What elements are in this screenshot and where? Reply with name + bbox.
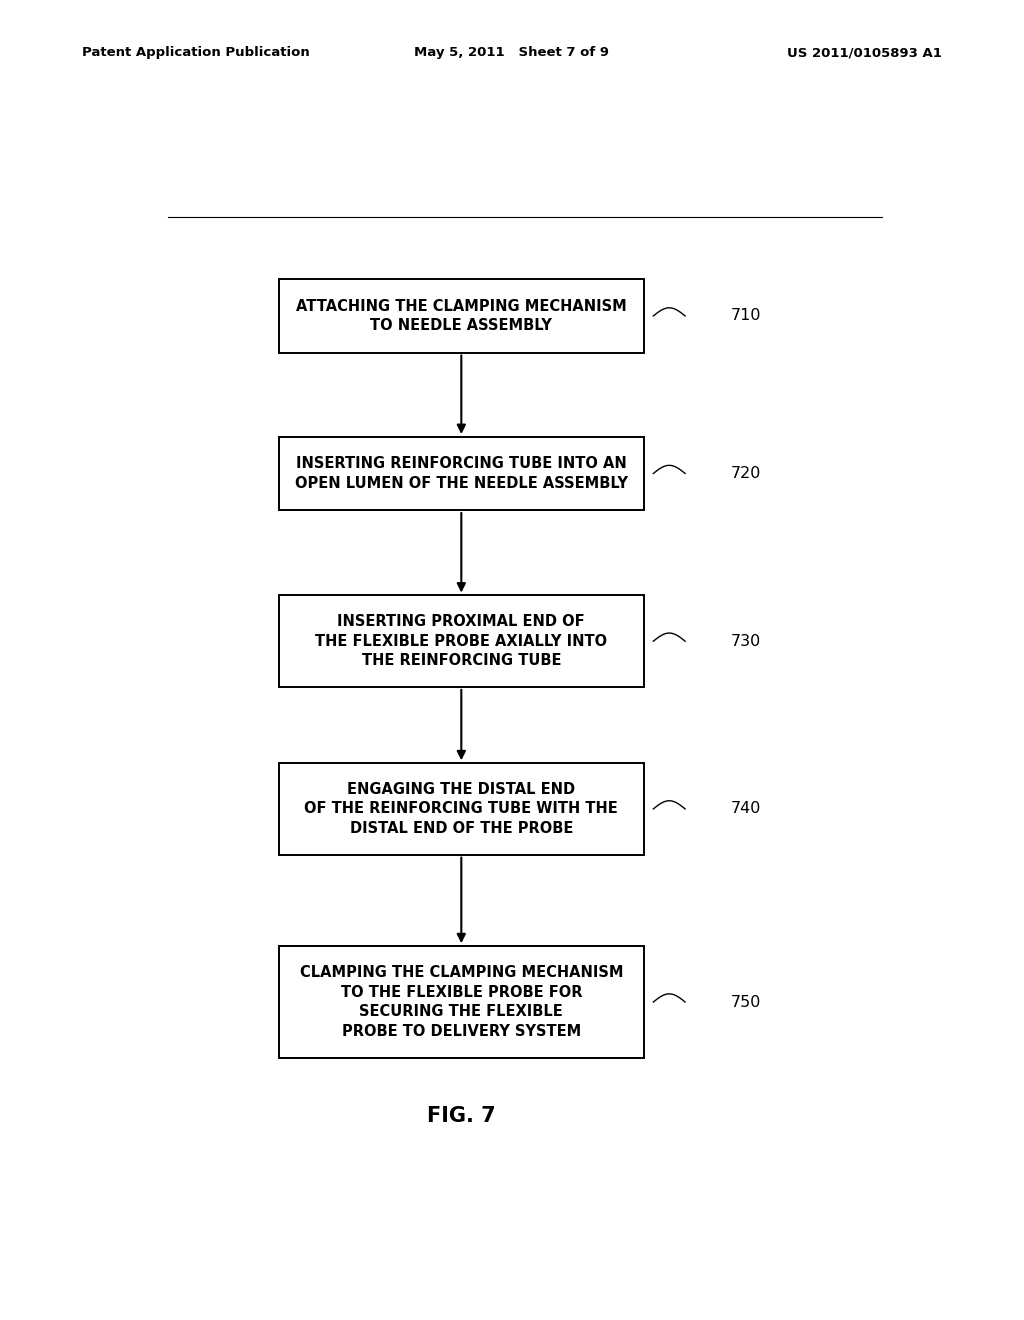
Text: 720: 720 [731,466,762,480]
Text: 750: 750 [731,994,762,1010]
Bar [279,437,644,510]
Bar [279,280,644,352]
Text: 740: 740 [731,801,762,816]
Bar [279,946,644,1057]
Text: May 5, 2011   Sheet 7 of 9: May 5, 2011 Sheet 7 of 9 [415,46,609,59]
Text: ATTACHING THE CLAMPING MECHANISM
TO NEEDLE ASSEMBLY: ATTACHING THE CLAMPING MECHANISM TO NEED… [296,298,627,334]
Text: US 2011/0105893 A1: US 2011/0105893 A1 [787,46,942,59]
Text: 730: 730 [731,634,762,648]
Text: ENGAGING THE DISTAL END
OF THE REINFORCING TUBE WITH THE
DISTAL END OF THE PROBE: ENGAGING THE DISTAL END OF THE REINFORCI… [304,781,618,836]
Text: FIG. 7: FIG. 7 [427,1106,496,1126]
Bar [279,595,644,686]
Text: CLAMPING THE CLAMPING MECHANISM
TO THE FLEXIBLE PROBE FOR
SECURING THE FLEXIBLE
: CLAMPING THE CLAMPING MECHANISM TO THE F… [300,965,623,1039]
Text: INSERTING PROXIMAL END OF
THE FLEXIBLE PROBE AXIALLY INTO
THE REINFORCING TUBE: INSERTING PROXIMAL END OF THE FLEXIBLE P… [315,614,607,668]
Text: 710: 710 [731,309,762,323]
Text: INSERTING REINFORCING TUBE INTO AN
OPEN LUMEN OF THE NEEDLE ASSEMBLY: INSERTING REINFORCING TUBE INTO AN OPEN … [295,457,628,491]
Text: Patent Application Publication: Patent Application Publication [82,46,309,59]
Bar [279,763,644,854]
